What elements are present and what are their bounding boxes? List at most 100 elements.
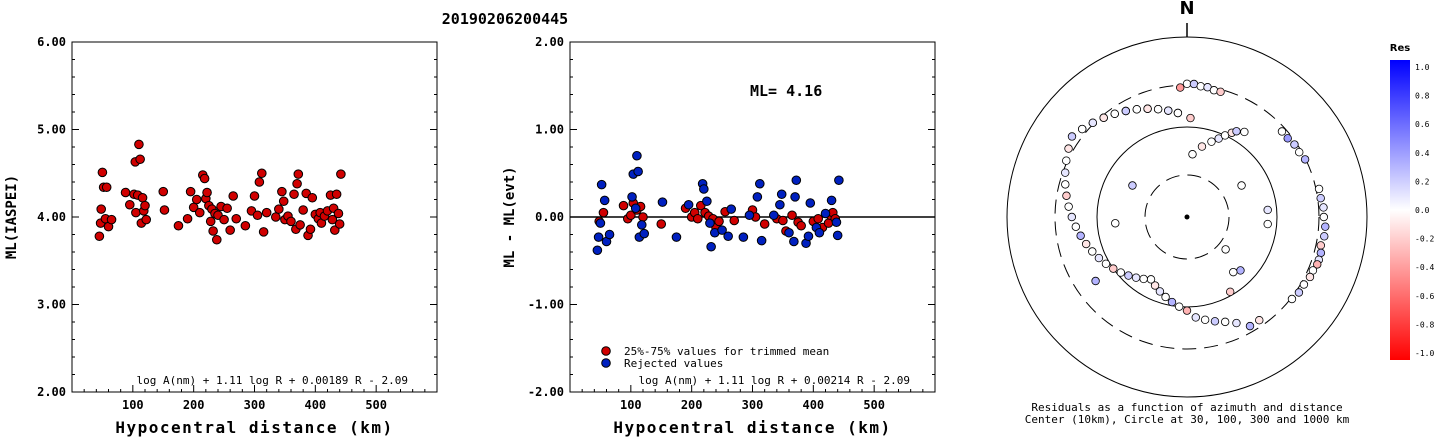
formula-label: log A(nm) + 1.11 log R + 0.00214 R - 2.0…	[638, 374, 910, 387]
residual-point	[1111, 219, 1120, 228]
data-point	[254, 177, 265, 187]
data-point	[289, 189, 299, 200]
residual-point	[1132, 105, 1141, 114]
data-point	[202, 187, 212, 198]
residual-point	[1245, 321, 1255, 331]
colorbar-tick-label: 0.4	[1415, 149, 1430, 158]
residual-point	[1167, 297, 1177, 307]
data-point	[726, 204, 737, 214]
residual-point	[1091, 276, 1100, 286]
data-point	[768, 210, 779, 221]
residual-point	[1076, 231, 1085, 240]
data-point	[249, 191, 260, 201]
colorbar-tick-label: -0.6	[1415, 292, 1434, 301]
data-point	[173, 220, 184, 231]
x-axis-label: Hypocentral distance (km)	[613, 418, 891, 437]
data-point	[205, 216, 216, 227]
residual-point	[1232, 127, 1241, 136]
data-point	[274, 204, 284, 214]
residual-point	[1200, 315, 1210, 325]
data-point	[759, 219, 770, 229]
data-point	[219, 214, 229, 225]
data-point	[705, 218, 715, 228]
data-point	[630, 203, 641, 214]
legend-marker	[601, 358, 611, 368]
residual-point	[1216, 87, 1225, 97]
data-point	[158, 186, 169, 197]
y-tick-label: -1.00	[528, 298, 564, 312]
colorbar-title: Res	[1390, 43, 1410, 54]
data-point	[636, 220, 647, 230]
x-tick-label: 400	[304, 398, 326, 412]
data-point	[228, 191, 239, 201]
residual-point	[1294, 288, 1304, 297]
data-point	[814, 227, 825, 238]
azimuth-residual-panel: N Residuals as a function of azimuth and …	[1006, 0, 1368, 426]
residual-point	[1319, 212, 1328, 222]
residual-point	[1182, 79, 1192, 88]
residual-point	[1316, 241, 1326, 250]
data-point	[134, 139, 144, 150]
x-tick-label: 100	[620, 398, 642, 412]
figure-title: 20190206200445	[442, 10, 568, 28]
residual-point	[1287, 294, 1297, 304]
data-point	[598, 207, 609, 218]
residual-point	[1207, 137, 1216, 146]
data-point	[307, 192, 318, 203]
colorbar-tick-label: 0.8	[1415, 92, 1430, 101]
data-point	[194, 207, 205, 218]
residual-point	[1131, 273, 1141, 282]
data-point	[141, 214, 152, 225]
y-tick-label: 3.00	[37, 298, 66, 312]
data-point	[327, 214, 338, 225]
residual-point	[1101, 259, 1111, 268]
residual-point	[1064, 144, 1073, 153]
residual-point	[1210, 317, 1220, 326]
residual-point	[1088, 247, 1097, 256]
data-point	[331, 189, 342, 200]
data-point	[270, 212, 281, 222]
data-point	[159, 205, 170, 215]
data-point	[101, 182, 112, 193]
x-tick-label: 100	[122, 398, 144, 412]
data-point	[776, 189, 787, 200]
data-point	[787, 210, 797, 221]
data-point	[334, 219, 345, 229]
legend-marker	[601, 346, 611, 356]
residual-point	[1320, 232, 1329, 241]
data-point	[333, 208, 344, 219]
data-point	[714, 216, 724, 227]
data-point	[656, 219, 667, 229]
data-point	[596, 179, 607, 190]
data-point	[261, 207, 272, 218]
residual-point	[1067, 212, 1076, 222]
residual-point	[1139, 274, 1148, 284]
y-tick-label: 1.00	[535, 123, 564, 137]
polar-caption-line1: Residuals as a function of azimuth and d…	[1031, 401, 1342, 414]
residual-point	[1300, 155, 1310, 164]
residual-point	[1116, 268, 1126, 277]
residual-point	[1316, 194, 1325, 203]
residual-point	[1150, 281, 1160, 290]
data-point	[626, 210, 636, 221]
data-point	[618, 200, 629, 211]
data-point	[120, 187, 131, 198]
residual-point	[1263, 205, 1272, 215]
data-point	[599, 195, 610, 206]
x-tick-label: 500	[863, 398, 885, 412]
residual-point	[1277, 127, 1287, 136]
data-point	[775, 199, 785, 210]
residual-point	[1240, 127, 1249, 137]
residual-point	[1099, 113, 1108, 122]
y-tick-label: 2.00	[535, 35, 564, 49]
residual-point	[1164, 106, 1173, 115]
data-point	[252, 210, 263, 221]
data-point	[755, 178, 765, 189]
y-tick-label: 6.00	[37, 35, 66, 49]
data-point	[222, 203, 232, 214]
data-point	[683, 199, 694, 210]
data-point	[744, 210, 755, 221]
data-point	[94, 231, 105, 242]
data-point	[292, 178, 302, 189]
data-point	[240, 220, 251, 231]
